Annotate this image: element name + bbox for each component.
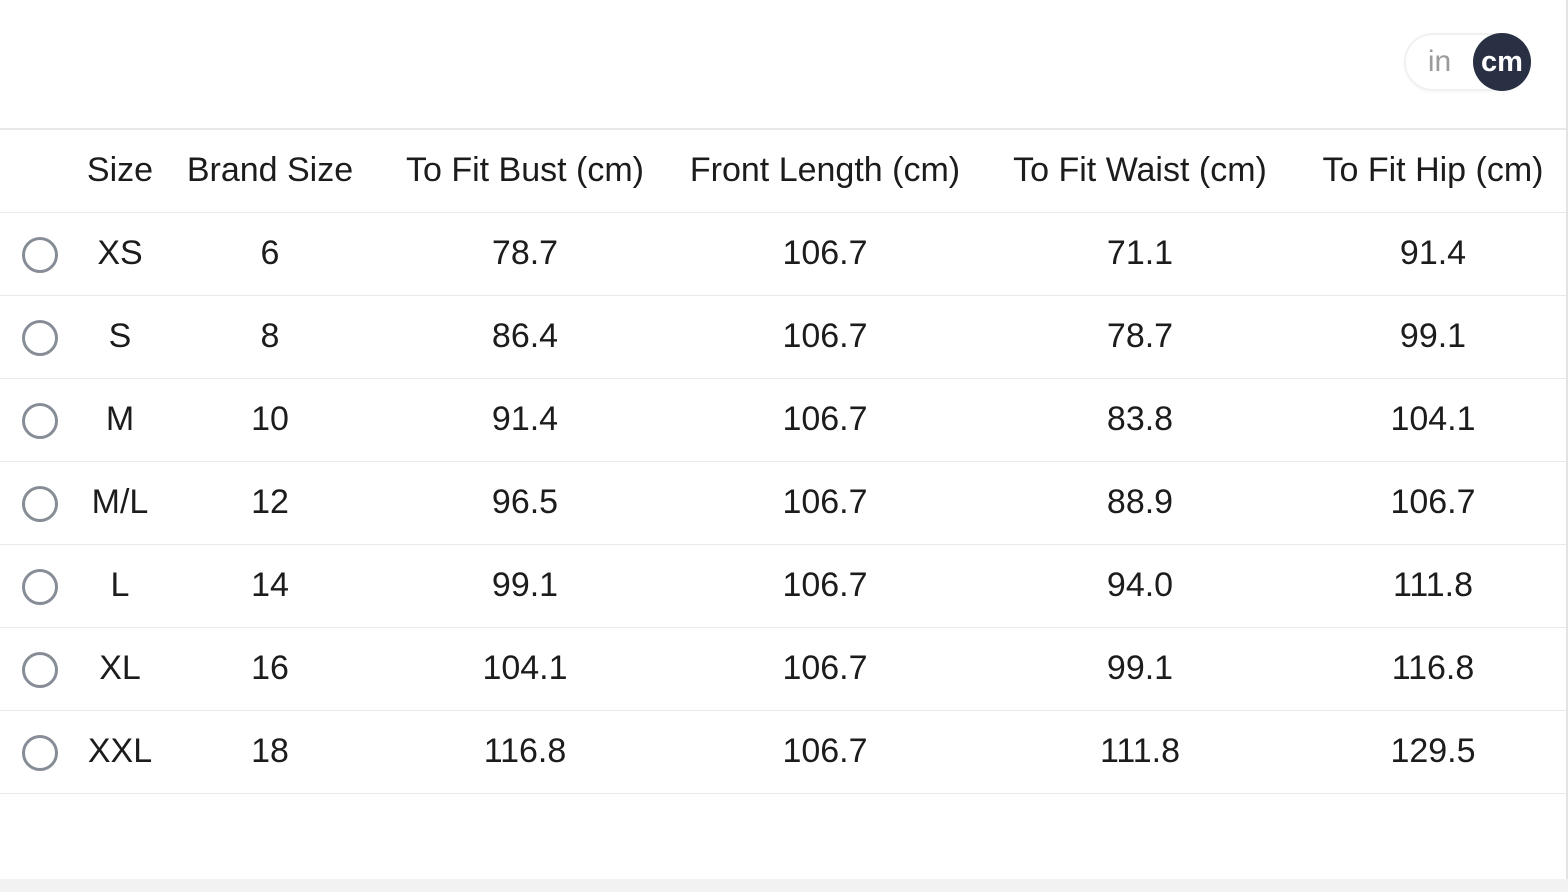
hip-cell: 116.8 (1300, 627, 1566, 711)
bust-cell: 96.5 (380, 461, 670, 545)
column-header-size: Size (80, 128, 160, 213)
hip-cell: 91.4 (1300, 212, 1566, 296)
brand-size-cell: 16 (160, 627, 380, 711)
front-length-cell: 106.7 (670, 710, 980, 794)
front-length-cell: 106.7 (670, 212, 980, 296)
brand-size-cell: 6 (160, 212, 380, 296)
front-length-cell: 106.7 (670, 544, 980, 628)
brand-size-cell: 8 (160, 295, 380, 379)
size-cell: XS (80, 212, 160, 296)
front-length-cell: 106.7 (670, 295, 980, 379)
hip-cell: 106.7 (1300, 461, 1566, 545)
size-select-radio[interactable] (22, 320, 58, 356)
table-row: XXL 18 116.8 106.7 111.8 129.5 (0, 710, 1566, 794)
column-header-to-fit-waist: To Fit Waist (cm) (980, 128, 1300, 213)
size-select-radio[interactable] (22, 403, 58, 439)
table-row: XS 6 78.7 106.7 71.1 91.4 (0, 212, 1566, 296)
table-row: L 14 99.1 106.7 94.0 111.8 (0, 544, 1566, 628)
bust-cell: 91.4 (380, 378, 670, 462)
column-header-to-fit-bust: To Fit Bust (cm) (380, 128, 670, 213)
waist-cell: 99.1 (980, 627, 1300, 711)
table-row: S 8 86.4 106.7 78.7 99.1 (0, 295, 1566, 379)
bust-cell: 116.8 (380, 710, 670, 794)
size-select-radio[interactable] (22, 569, 58, 605)
radio-cell (0, 212, 80, 296)
table-row: M 10 91.4 106.7 83.8 104.1 (0, 378, 1566, 462)
waist-cell: 78.7 (980, 295, 1300, 379)
radio-cell (0, 627, 80, 711)
size-cell: XXL (80, 710, 160, 794)
table-body: XS 6 78.7 106.7 71.1 91.4 S 8 86.4 106.7… (0, 212, 1566, 794)
unit-option-in[interactable]: in (1427, 45, 1452, 78)
hip-cell: 129.5 (1300, 710, 1566, 794)
waist-cell: 94.0 (980, 544, 1300, 628)
size-select-radio[interactable] (22, 237, 58, 273)
size-select-radio[interactable] (22, 652, 58, 688)
unit-toolbar: in cm (1404, 33, 1531, 91)
bust-cell: 86.4 (380, 295, 670, 379)
size-cell: S (80, 295, 160, 379)
size-cell: M/L (80, 461, 160, 545)
waist-cell: 111.8 (980, 710, 1300, 794)
size-cell: XL (80, 627, 160, 711)
radio-cell (0, 378, 80, 462)
waist-cell: 88.9 (980, 461, 1300, 545)
bust-cell: 99.1 (380, 544, 670, 628)
unit-toggle[interactable]: in cm (1404, 33, 1531, 91)
front-length-cell: 106.7 (670, 378, 980, 462)
radio-cell (0, 544, 80, 628)
table-row: M/L 12 96.5 106.7 88.9 106.7 (0, 461, 1566, 545)
brand-size-cell: 14 (160, 544, 380, 628)
bust-cell: 78.7 (380, 212, 670, 296)
brand-size-cell: 18 (160, 710, 380, 794)
size-table: Size Brand Size To Fit Bust (cm) Front L… (0, 128, 1566, 794)
column-header-front-length: Front Length (cm) (670, 128, 980, 213)
table-header: Size Brand Size To Fit Bust (cm) Front L… (0, 128, 1566, 213)
waist-cell: 71.1 (980, 212, 1300, 296)
size-select-radio[interactable] (22, 735, 58, 771)
brand-size-cell: 10 (160, 378, 380, 462)
radio-column-header (0, 128, 80, 213)
hip-cell: 104.1 (1300, 378, 1566, 462)
waist-cell: 83.8 (980, 378, 1300, 462)
size-cell: M (80, 378, 160, 462)
column-header-to-fit-hip: To Fit Hip (cm) (1300, 128, 1566, 213)
radio-cell (0, 461, 80, 545)
footer-strip (0, 879, 1568, 892)
unit-option-cm[interactable]: cm (1473, 33, 1531, 91)
size-cell: L (80, 544, 160, 628)
radio-cell (0, 295, 80, 379)
bust-cell: 104.1 (380, 627, 670, 711)
table-row: XL 16 104.1 106.7 99.1 116.8 (0, 627, 1566, 711)
front-length-cell: 106.7 (670, 627, 980, 711)
front-length-cell: 106.7 (670, 461, 980, 545)
radio-cell (0, 710, 80, 794)
brand-size-cell: 12 (160, 461, 380, 545)
column-header-brand-size: Brand Size (160, 128, 380, 213)
hip-cell: 111.8 (1300, 544, 1566, 628)
hip-cell: 99.1 (1300, 295, 1566, 379)
size-select-radio[interactable] (22, 486, 58, 522)
